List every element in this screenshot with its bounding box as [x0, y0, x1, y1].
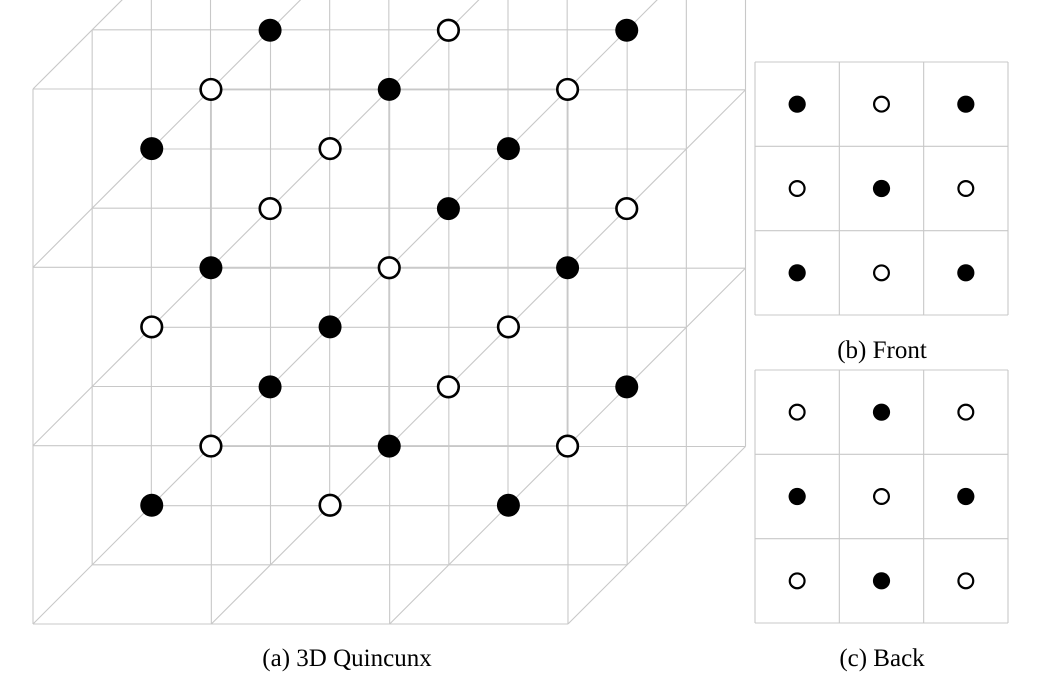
filled-dot: [615, 375, 639, 399]
hollow-dot: [555, 434, 580, 458]
front-face-hollow-dot: [872, 264, 890, 282]
hollow-dot: [318, 493, 342, 517]
back-face-hollow-dot: [957, 572, 975, 590]
front-face-panel: [754, 61, 1009, 316]
cube-lattice-dots: [140, 18, 639, 517]
hollow-dot: [436, 375, 461, 399]
cube-grid-line-z: [210, 0, 302, 90]
cube-grid-line-z: [567, 446, 746, 625]
cube-grid-line-z: [567, 267, 746, 447]
back-face-hollow-dot: [957, 403, 975, 421]
cube-grid-line-z: [389, 89, 568, 268]
back-face-hollow-dot: [788, 572, 806, 590]
front-face-filled-dot: [788, 264, 806, 282]
front-face-hollow-dot: [872, 95, 890, 113]
hollow-dot: [318, 136, 342, 161]
filled-dot: [556, 256, 580, 280]
caption-3d-quincunx: (a) 3D Quincunx: [262, 645, 432, 672]
cube-grid-line-z: [210, 89, 390, 268]
front-face-filled-dot: [957, 264, 975, 282]
filled-dot: [140, 493, 164, 517]
cube-grid-line-z: [210, 446, 390, 625]
cube-grid-line-z: [567, 89, 746, 268]
filled-dot: [496, 493, 520, 517]
cube-grid-line-z: [389, 0, 480, 90]
front-face-filled-dot: [872, 179, 891, 198]
filled-dot: [199, 256, 223, 280]
cube-grid-line-z: [32, 267, 211, 447]
caption-front: (b) Front: [837, 337, 927, 364]
filled-dot: [377, 434, 401, 458]
cube-grid-line-z: [32, 0, 123, 90]
filled-dot: [436, 197, 460, 221]
cube-grid-line-z: [32, 446, 211, 625]
front-face-hollow-dot: [957, 180, 975, 198]
cube-grid-line-z: [389, 446, 568, 625]
hollow-dot: [436, 18, 461, 42]
filled-dot: [318, 315, 342, 339]
hollow-dot: [258, 196, 282, 221]
filled-dot: [615, 18, 639, 42]
filled-dot: [258, 18, 282, 42]
front-face-hollow-dot: [788, 180, 806, 198]
hollow-dot: [555, 77, 580, 102]
hollow-dot: [615, 196, 639, 221]
hollow-dot: [496, 315, 521, 339]
caption-back: (c) Back: [839, 645, 925, 672]
back-face-panel: [754, 369, 1009, 624]
back-face-filled-dot: [872, 403, 891, 421]
back-face-filled-dot: [872, 572, 891, 590]
front-face-filled-dot: [957, 95, 975, 113]
hollow-dot: [199, 434, 223, 458]
back-face-filled-dot: [788, 487, 806, 506]
cube-grid-line-z: [567, 0, 658, 90]
back-face-filled-dot: [957, 487, 975, 506]
back-face-hollow-dot: [788, 403, 806, 421]
cube-lattice-grid: [32, 0, 747, 625]
hollow-dot: [377, 256, 401, 280]
filled-dot: [258, 375, 282, 399]
back-face-hollow-dot: [872, 488, 890, 506]
hollow-dot: [199, 77, 223, 102]
cube-grid-line-z: [32, 89, 211, 268]
hollow-dot: [140, 315, 164, 339]
cube-grid-line-z: [210, 267, 390, 447]
cube-grid-line-z: [389, 267, 568, 447]
front-face-filled-dot: [788, 95, 806, 113]
filled-dot: [140, 137, 164, 161]
filled-dot: [377, 77, 401, 101]
filled-dot: [496, 137, 520, 161]
